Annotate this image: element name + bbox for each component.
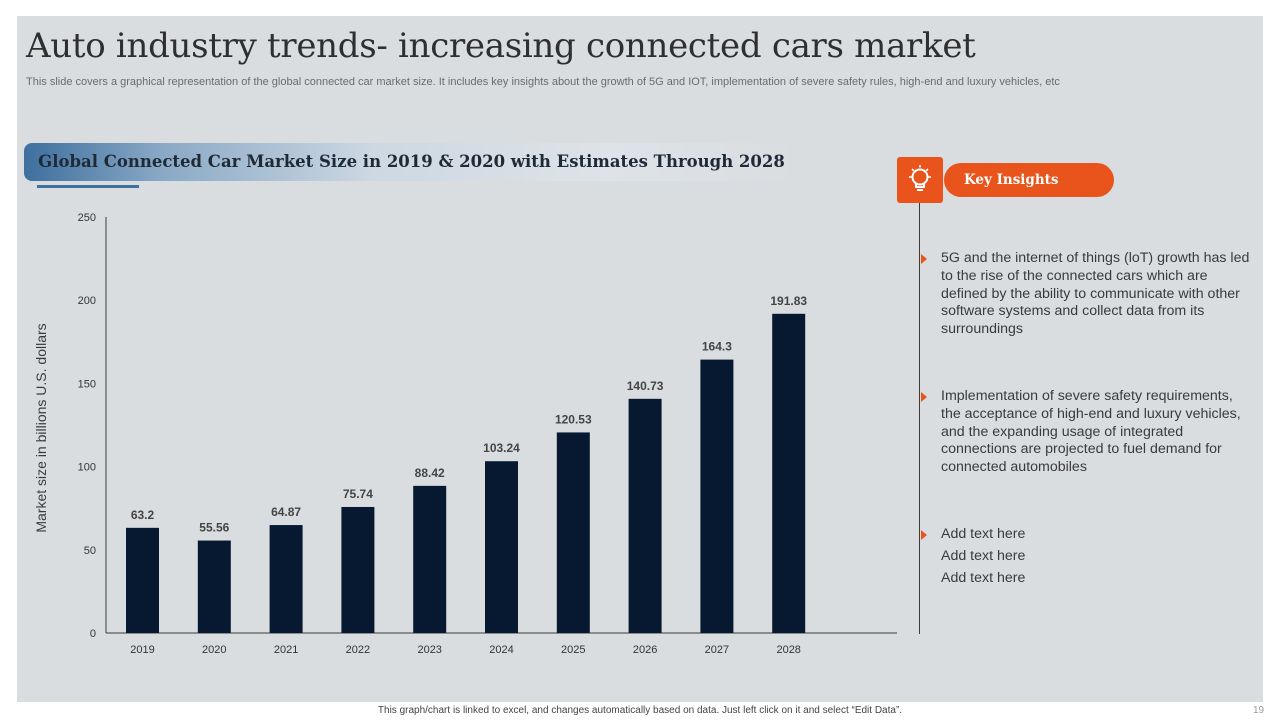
x-tick-label: 2023 xyxy=(417,644,441,656)
bar xyxy=(269,525,303,633)
y-axis-title: Market size in billions U.S. dollars xyxy=(33,323,49,532)
bar xyxy=(700,359,734,633)
add-text-placeholder[interactable]: Add text here xyxy=(941,570,1026,586)
x-tick-label: 2022 xyxy=(346,644,370,656)
x-tick-label: 2020 xyxy=(202,644,226,656)
insight-item-2: Implementation of severe safety requirem… xyxy=(921,388,1251,477)
x-tick-label: 2019 xyxy=(130,644,154,656)
bar xyxy=(197,540,231,633)
bar xyxy=(556,432,590,633)
x-tick-label: 2021 xyxy=(274,644,298,656)
page-number: 19 xyxy=(1253,705,1265,716)
x-tick-label: 2028 xyxy=(776,644,800,656)
bar xyxy=(485,461,518,633)
bar-value-label: 191.83 xyxy=(770,294,807,308)
bar-value-label: 55.56 xyxy=(199,521,229,535)
bullet-arrow-icon xyxy=(921,254,927,264)
bar xyxy=(341,506,375,633)
bullet-arrow-icon xyxy=(921,530,927,540)
y-tick-label: 0 xyxy=(90,628,96,640)
bar-value-label: 164.3 xyxy=(702,340,732,354)
add-text-placeholder[interactable]: Add text here xyxy=(941,526,1026,542)
bar-value-label: 103.24 xyxy=(483,441,520,455)
y-tick-label: 100 xyxy=(78,462,96,474)
bar-value-label: 63.2 xyxy=(131,508,155,522)
y-tick-label: 200 xyxy=(78,295,96,307)
x-tick-label: 2025 xyxy=(561,644,585,656)
page-subtitle: This slide covers a graphical representa… xyxy=(26,76,1060,88)
bar-chart[interactable]: 0 50 100 150 200 250 Market size in billions U… xyxy=(17,16,897,676)
banner-underline xyxy=(37,185,139,188)
insight-item-3: Add text here Add text here Add text her… xyxy=(921,523,1251,589)
footer-note: This graph/chart is linked to excel, and… xyxy=(377,705,903,716)
bar xyxy=(628,398,662,633)
bullet-arrow-icon xyxy=(921,392,927,402)
y-tick-label: 150 xyxy=(78,378,96,390)
bar xyxy=(413,485,447,633)
page-title: Auto industry trends- increasing connect… xyxy=(26,26,976,66)
lightbulb-icon xyxy=(897,157,943,203)
x-tick-label: 2026 xyxy=(633,644,657,656)
x-tick-label: 2027 xyxy=(705,644,729,656)
x-tick-label: 2024 xyxy=(489,644,513,656)
bar-value-label: 120.53 xyxy=(555,412,592,426)
add-text-placeholder[interactable]: Add text here xyxy=(941,548,1026,564)
bar-value-label: 88.42 xyxy=(415,466,445,480)
bar xyxy=(772,313,806,633)
bar-value-label: 64.87 xyxy=(271,505,301,519)
y-tick-label: 50 xyxy=(84,545,96,557)
key-insights-heading: Key Insights xyxy=(964,172,1059,188)
bar-value-label: 140.73 xyxy=(627,379,664,393)
insight-item-1: 5G and the internet of things (loT) grow… xyxy=(921,250,1251,339)
slide: Auto industry trends- increasing connect… xyxy=(17,16,1263,702)
bar-value-label: 75.74 xyxy=(343,487,373,501)
chart-title-banner: Global Connected Car Market Size in 2019… xyxy=(24,143,799,181)
chart-title: Global Connected Car Market Size in 2019… xyxy=(38,152,785,171)
bar xyxy=(126,527,159,633)
y-tick-label: 250 xyxy=(78,212,96,224)
insight-text: 5G and the internet of things (loT) grow… xyxy=(941,250,1250,338)
key-insights-pill: Key Insights xyxy=(944,163,1114,197)
insight-text: Implementation of severe safety requirem… xyxy=(941,388,1241,476)
insights-divider xyxy=(919,198,920,634)
